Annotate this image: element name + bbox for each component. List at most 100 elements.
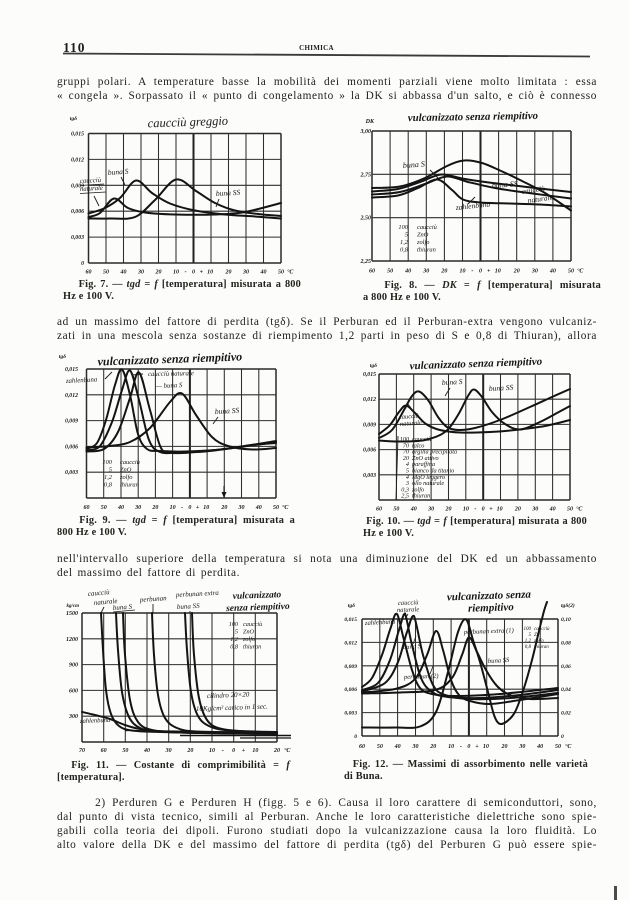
svg-text:0,10: 0,10 xyxy=(561,617,571,623)
svg-text:bianco da titanio: bianco da titanio xyxy=(412,468,454,475)
svg-text:-: - xyxy=(222,748,224,754)
svg-text:40: 40 xyxy=(536,744,543,750)
svg-text:100: 100 xyxy=(400,436,410,443)
svg-text:2,25: 2,25 xyxy=(360,259,372,265)
svg-text:20: 20 xyxy=(403,455,410,462)
svg-text:°C: °C xyxy=(287,269,294,276)
svg-text:+: + xyxy=(487,269,491,275)
svg-text:Zn: Zn xyxy=(534,633,540,638)
svg-text:ZnO: ZnO xyxy=(417,232,429,239)
svg-text:tgδ: tgδ xyxy=(370,363,377,369)
svg-text:10: 10 xyxy=(252,748,258,754)
svg-text:0,003: 0,003 xyxy=(344,711,357,717)
svg-text:0,012: 0,012 xyxy=(65,393,78,399)
svg-text:10: 10 xyxy=(459,269,465,275)
svg-text:buna SS: buna SS xyxy=(177,602,201,611)
svg-text:40: 40 xyxy=(549,269,556,275)
svg-text:perbunan extra: perbunan extra xyxy=(175,589,220,599)
svg-text:zahlenbuna: zahlenbuna xyxy=(65,376,98,385)
svg-text:buna SS: buna SS xyxy=(216,188,241,198)
svg-text:zolfo: zolfo xyxy=(242,636,255,643)
svg-text:100: 100 xyxy=(524,627,532,632)
svg-text:50: 50 xyxy=(377,744,383,750)
svg-text:caucciù: caucciù xyxy=(120,459,140,466)
svg-text:-: - xyxy=(181,505,183,511)
svg-text:50: 50 xyxy=(103,270,109,276)
svg-text:50: 50 xyxy=(278,270,284,276)
svg-text:ZnO: ZnO xyxy=(120,467,132,474)
svg-text:0,012: 0,012 xyxy=(71,157,84,163)
svg-text:0,006: 0,006 xyxy=(344,687,357,693)
svg-text:+: + xyxy=(196,505,200,511)
svg-text:caucciù: caucciù xyxy=(398,599,419,607)
svg-text:0,006: 0,006 xyxy=(363,448,376,454)
svg-text:0,006: 0,006 xyxy=(71,209,84,215)
svg-text:0,009: 0,009 xyxy=(344,664,357,670)
svg-text:30: 30 xyxy=(242,270,249,276)
svg-text:70: 70 xyxy=(403,442,410,449)
svg-text:30: 30 xyxy=(518,744,525,750)
svg-text:cilindro 20×20: cilindro 20×20 xyxy=(207,691,250,700)
svg-text:40: 40 xyxy=(410,507,417,513)
svg-text:10: 10 xyxy=(463,507,469,513)
svg-text:70: 70 xyxy=(79,748,85,754)
svg-text:10: 10 xyxy=(170,505,176,511)
svg-text:100: 100 xyxy=(102,459,112,466)
svg-text:naturale: naturale xyxy=(93,597,117,607)
svg-text:60: 60 xyxy=(376,507,382,513)
svg-text:naturale: naturale xyxy=(400,419,423,428)
svg-text:talco: talco xyxy=(412,442,424,449)
svg-text:10: 10 xyxy=(203,505,209,511)
svg-text:300: 300 xyxy=(68,714,78,720)
svg-text:vulcanizzato senza riempitivo: vulcanizzato senza riempitivo xyxy=(409,356,542,373)
svg-text:30: 30 xyxy=(531,507,538,513)
svg-text:2,75: 2,75 xyxy=(360,172,372,178)
svg-text:30: 30 xyxy=(134,505,141,511)
svg-text:40: 40 xyxy=(255,505,262,511)
svg-text:20: 20 xyxy=(514,507,521,513)
svg-text:tgδ(2): tgδ(2) xyxy=(561,602,575,609)
svg-text:50: 50 xyxy=(101,505,107,511)
svg-text:— buna S: — buna S xyxy=(155,382,183,390)
svg-text:4: 4 xyxy=(406,474,409,481)
svg-text:0: 0 xyxy=(232,748,235,754)
svg-text:20: 20 xyxy=(151,505,158,511)
svg-text:caucciù: caucciù xyxy=(412,436,431,443)
svg-text:4: 4 xyxy=(406,461,409,468)
svg-text:10: 10 xyxy=(209,748,215,754)
svg-text:3,00: 3,00 xyxy=(360,129,372,135)
svg-text:ZnO: ZnO xyxy=(243,629,255,636)
svg-text:5: 5 xyxy=(529,633,532,638)
svg-text:5: 5 xyxy=(405,232,408,239)
svg-text:30: 30 xyxy=(531,269,538,275)
svg-text:°C: °C xyxy=(565,743,572,750)
svg-text:zahlenbuna: zahlenbuna xyxy=(364,618,396,627)
svg-text:70: 70 xyxy=(403,449,410,456)
svg-text:50: 50 xyxy=(122,748,128,754)
svg-text:+: + xyxy=(475,744,479,750)
svg-text:30: 30 xyxy=(422,269,429,275)
svg-text:30: 30 xyxy=(165,748,172,754)
svg-text:60: 60 xyxy=(84,505,90,511)
svg-text:buna S: buna S xyxy=(442,377,463,387)
svg-text:30: 30 xyxy=(427,507,434,513)
svg-text:vulcanizzato senza riempitivo: vulcanizzato senza riempitivo xyxy=(97,349,242,368)
svg-text:0: 0 xyxy=(561,734,564,740)
svg-text:50: 50 xyxy=(567,507,573,513)
svg-text:°C: °C xyxy=(284,747,291,754)
svg-text:°C: °C xyxy=(577,268,584,275)
svg-text:50: 50 xyxy=(568,269,574,275)
svg-text:0,02: 0,02 xyxy=(561,711,571,717)
svg-text:+: + xyxy=(489,507,493,513)
svg-text:perbunan: perbunan xyxy=(139,594,168,604)
svg-text:10Kg/cm² carico in 1 sec.: 10Kg/cm² carico in 1 sec. xyxy=(196,702,268,713)
svg-text:0,08: 0,08 xyxy=(561,640,571,646)
svg-text:20: 20 xyxy=(501,744,508,750)
svg-text:kg/cm: kg/cm xyxy=(67,604,80,609)
svg-text:°C: °C xyxy=(282,504,289,511)
svg-text:zahlenbuna: zahlenbuna xyxy=(79,717,111,725)
svg-text:0: 0 xyxy=(479,269,482,275)
svg-text:2,50: 2,50 xyxy=(360,216,372,222)
svg-text:zolfo: zolfo xyxy=(119,474,132,481)
svg-text:50: 50 xyxy=(387,269,393,275)
